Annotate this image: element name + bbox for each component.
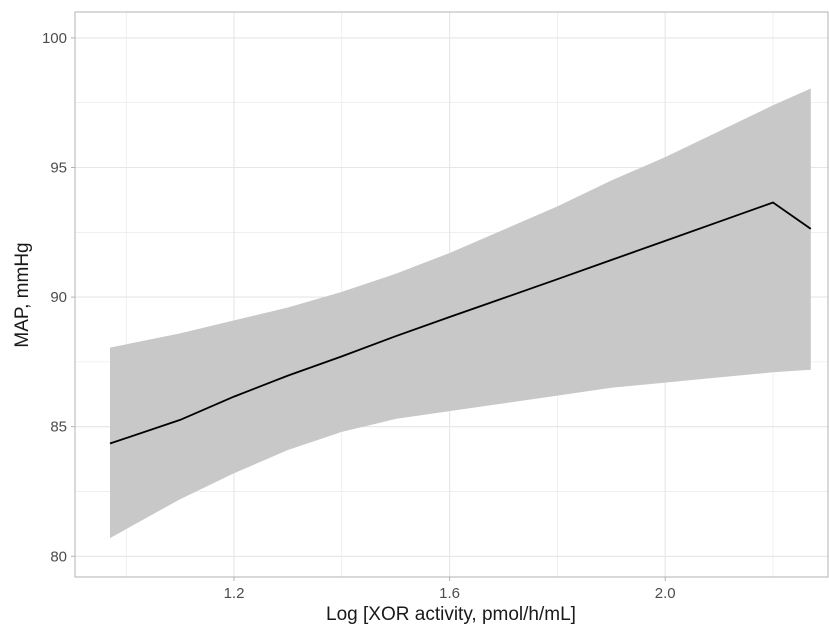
x-tick-label: 1.6 <box>439 585 460 602</box>
y-tick-label: 100 <box>42 30 67 47</box>
y-tick-label: 80 <box>50 548 67 565</box>
x-tick-label: 1.2 <box>224 585 245 602</box>
regression-line <box>109 201 812 445</box>
x-tick-label: 2.0 <box>655 585 676 602</box>
x-axis: 1.2 1.6 2.0 <box>224 577 676 602</box>
x-axis-title: Log [XOR activity, pmol/h/mL] <box>326 604 576 625</box>
y-axis: 80 85 90 95 100 <box>42 30 75 565</box>
panel-border <box>74 11 829 578</box>
y-tick-label: 85 <box>50 419 67 436</box>
y-axis-title: MAP, mmHg <box>12 242 33 347</box>
y-tick-label: 90 <box>50 289 67 306</box>
y-tick-label: 95 <box>50 160 67 177</box>
